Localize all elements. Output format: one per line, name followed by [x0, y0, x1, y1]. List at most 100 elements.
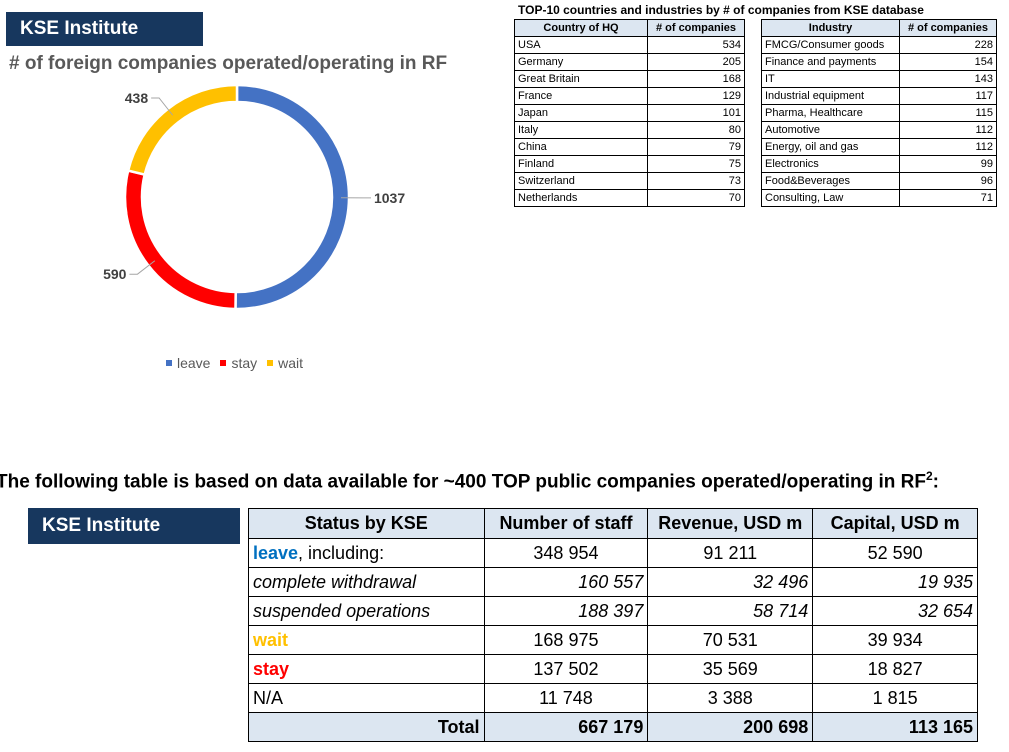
table-cell: Great Britain [514, 70, 648, 88]
table-cell: 137 502 [483, 654, 649, 684]
column-header: Status by KSE [248, 508, 485, 539]
table-cell: 200 698 [647, 712, 814, 742]
table-cell: 18 827 [812, 654, 978, 684]
status-wait-label: wait [253, 629, 289, 650]
table-cell: 11 748 [483, 683, 649, 713]
table-cell: Germany [514, 53, 648, 71]
table-cell: 1 815 [812, 683, 978, 713]
table-cell: 19 935 [812, 567, 978, 597]
table-row: Industrial equipment 117 [761, 87, 997, 105]
row-label: leave, including: [248, 538, 485, 568]
status-table: Status by KSE Number of staff Revenue, U… [248, 508, 978, 742]
table-cell: 143 [899, 70, 997, 88]
legend-label: leave [177, 355, 211, 371]
table-cell: Japan [514, 104, 648, 122]
table-row-stay: stay 137 502 35 569 18 827 [248, 654, 978, 684]
kse-institute-logo-top: KSE Institute [6, 12, 203, 46]
table-row-na: N/A 11 748 3 388 1 815 [248, 683, 978, 713]
table-cell: 168 975 [483, 625, 649, 655]
column-header: Number of staff [483, 508, 649, 539]
donut-chart: 1037 590 438 [103, 83, 405, 311]
row-label: complete withdrawal [248, 567, 485, 597]
table-cell: 39 934 [812, 625, 978, 655]
kse-institute-logo-bottom: KSE Institute [28, 508, 240, 544]
table-cell: 70 531 [647, 625, 814, 655]
legend-label: stay [231, 355, 258, 371]
table-row: Switzerland 73 [514, 172, 745, 190]
legend-label: wait [278, 355, 304, 371]
top10-industries-table: Industry # of companies FMCG/Consumer go… [761, 19, 997, 207]
table-row-suspended-operations: suspended operations 188 397 58 714 32 6… [248, 596, 978, 626]
table-cell: IT [761, 70, 900, 88]
table-row: France 129 [514, 87, 745, 105]
table-cell: 35 569 [647, 654, 814, 684]
table-row: Automotive 112 [761, 121, 997, 139]
table-cell: 115 [899, 104, 997, 122]
table-row: USA 534 [514, 36, 745, 54]
table-cell: Energy, oil and gas [761, 138, 900, 156]
leader-line [151, 97, 174, 116]
table-cell: Italy [514, 121, 648, 139]
table-row: Italy 80 [514, 121, 745, 139]
table-cell: 73 [647, 172, 745, 190]
table-row-total: Total 667 179 200 698 113 165 [248, 712, 978, 742]
table-row: Pharma, Healthcare 115 [761, 104, 997, 122]
table-cell: France [514, 87, 648, 105]
legend-swatch [220, 360, 227, 366]
row-label: stay [248, 654, 485, 684]
table-row: IT 143 [761, 70, 997, 88]
table-cell: 117 [899, 87, 997, 105]
table-cell: USA [514, 36, 648, 54]
table-cell: 3 388 [647, 683, 814, 713]
row-label: suspended operations [248, 596, 485, 626]
table-cell: 160 557 [483, 567, 649, 597]
legend-swatch [267, 360, 274, 366]
table-row: FMCG/Consumer goods 228 [761, 36, 997, 54]
table-cell: Industrial equipment [761, 87, 900, 105]
table-row-complete-withdrawal: complete withdrawal 160 557 32 496 19 93… [248, 567, 978, 597]
table-row: Food&Beverages 96 [761, 172, 997, 190]
chart-legend: leave stay wait [166, 355, 303, 371]
table-cell: FMCG/Consumer goods [761, 36, 900, 54]
table-cell: 91 211 [647, 538, 814, 568]
table-cell: Consulting, Law [761, 189, 900, 207]
table-cell: Pharma, Healthcare [761, 104, 900, 122]
row-label: wait [248, 625, 485, 655]
column-header: Industry [761, 19, 900, 37]
legend-item-stay: stay [220, 355, 257, 371]
table-cell: 101 [647, 104, 745, 122]
donut-slice-leave [234, 83, 351, 311]
row-label: N/A [248, 683, 485, 713]
table-row-leave: leave, including: 348 954 91 211 52 590 [248, 538, 978, 568]
table-row: China 79 [514, 138, 745, 156]
table-cell: 129 [647, 87, 745, 105]
table-row: Electronics 99 [761, 155, 997, 173]
table-row: Consulting, Law 71 [761, 189, 997, 207]
top10-title: TOP-10 countries and industries by # of … [518, 3, 924, 17]
legend-item-leave: leave [166, 355, 210, 371]
row-label-suffix: , including: [298, 542, 385, 563]
top10-countries-table: Country of HQ # of companies USA 534 Germa… [514, 19, 745, 207]
table-cell: 205 [647, 53, 745, 71]
status-stay-label: stay [253, 658, 290, 679]
table-cell: 348 954 [483, 538, 649, 568]
table-cell: China [514, 138, 648, 156]
table-cell: 188 397 [483, 596, 649, 626]
table-cell: Finland [514, 155, 648, 173]
table-cell: 71 [899, 189, 997, 207]
column-header: Country of HQ [514, 19, 648, 37]
status-leave-label: leave [253, 542, 299, 563]
status-table-heading: The following table is based on data ava… [0, 469, 939, 493]
data-label: 1037 [374, 190, 405, 206]
table-cell: Automotive [761, 121, 900, 139]
data-label: 438 [125, 90, 149, 106]
leader-line [129, 260, 156, 275]
table-row: Finland 75 [514, 155, 745, 173]
table-cell: Electronics [761, 155, 900, 173]
column-header: # of companies [647, 19, 745, 37]
chart-title: # of foreign companies operated/operatin… [9, 53, 448, 74]
table-cell: 154 [899, 53, 997, 71]
table-cell: 52 590 [812, 538, 978, 568]
table-cell: 32 496 [647, 567, 814, 597]
table-cell: 168 [647, 70, 745, 88]
